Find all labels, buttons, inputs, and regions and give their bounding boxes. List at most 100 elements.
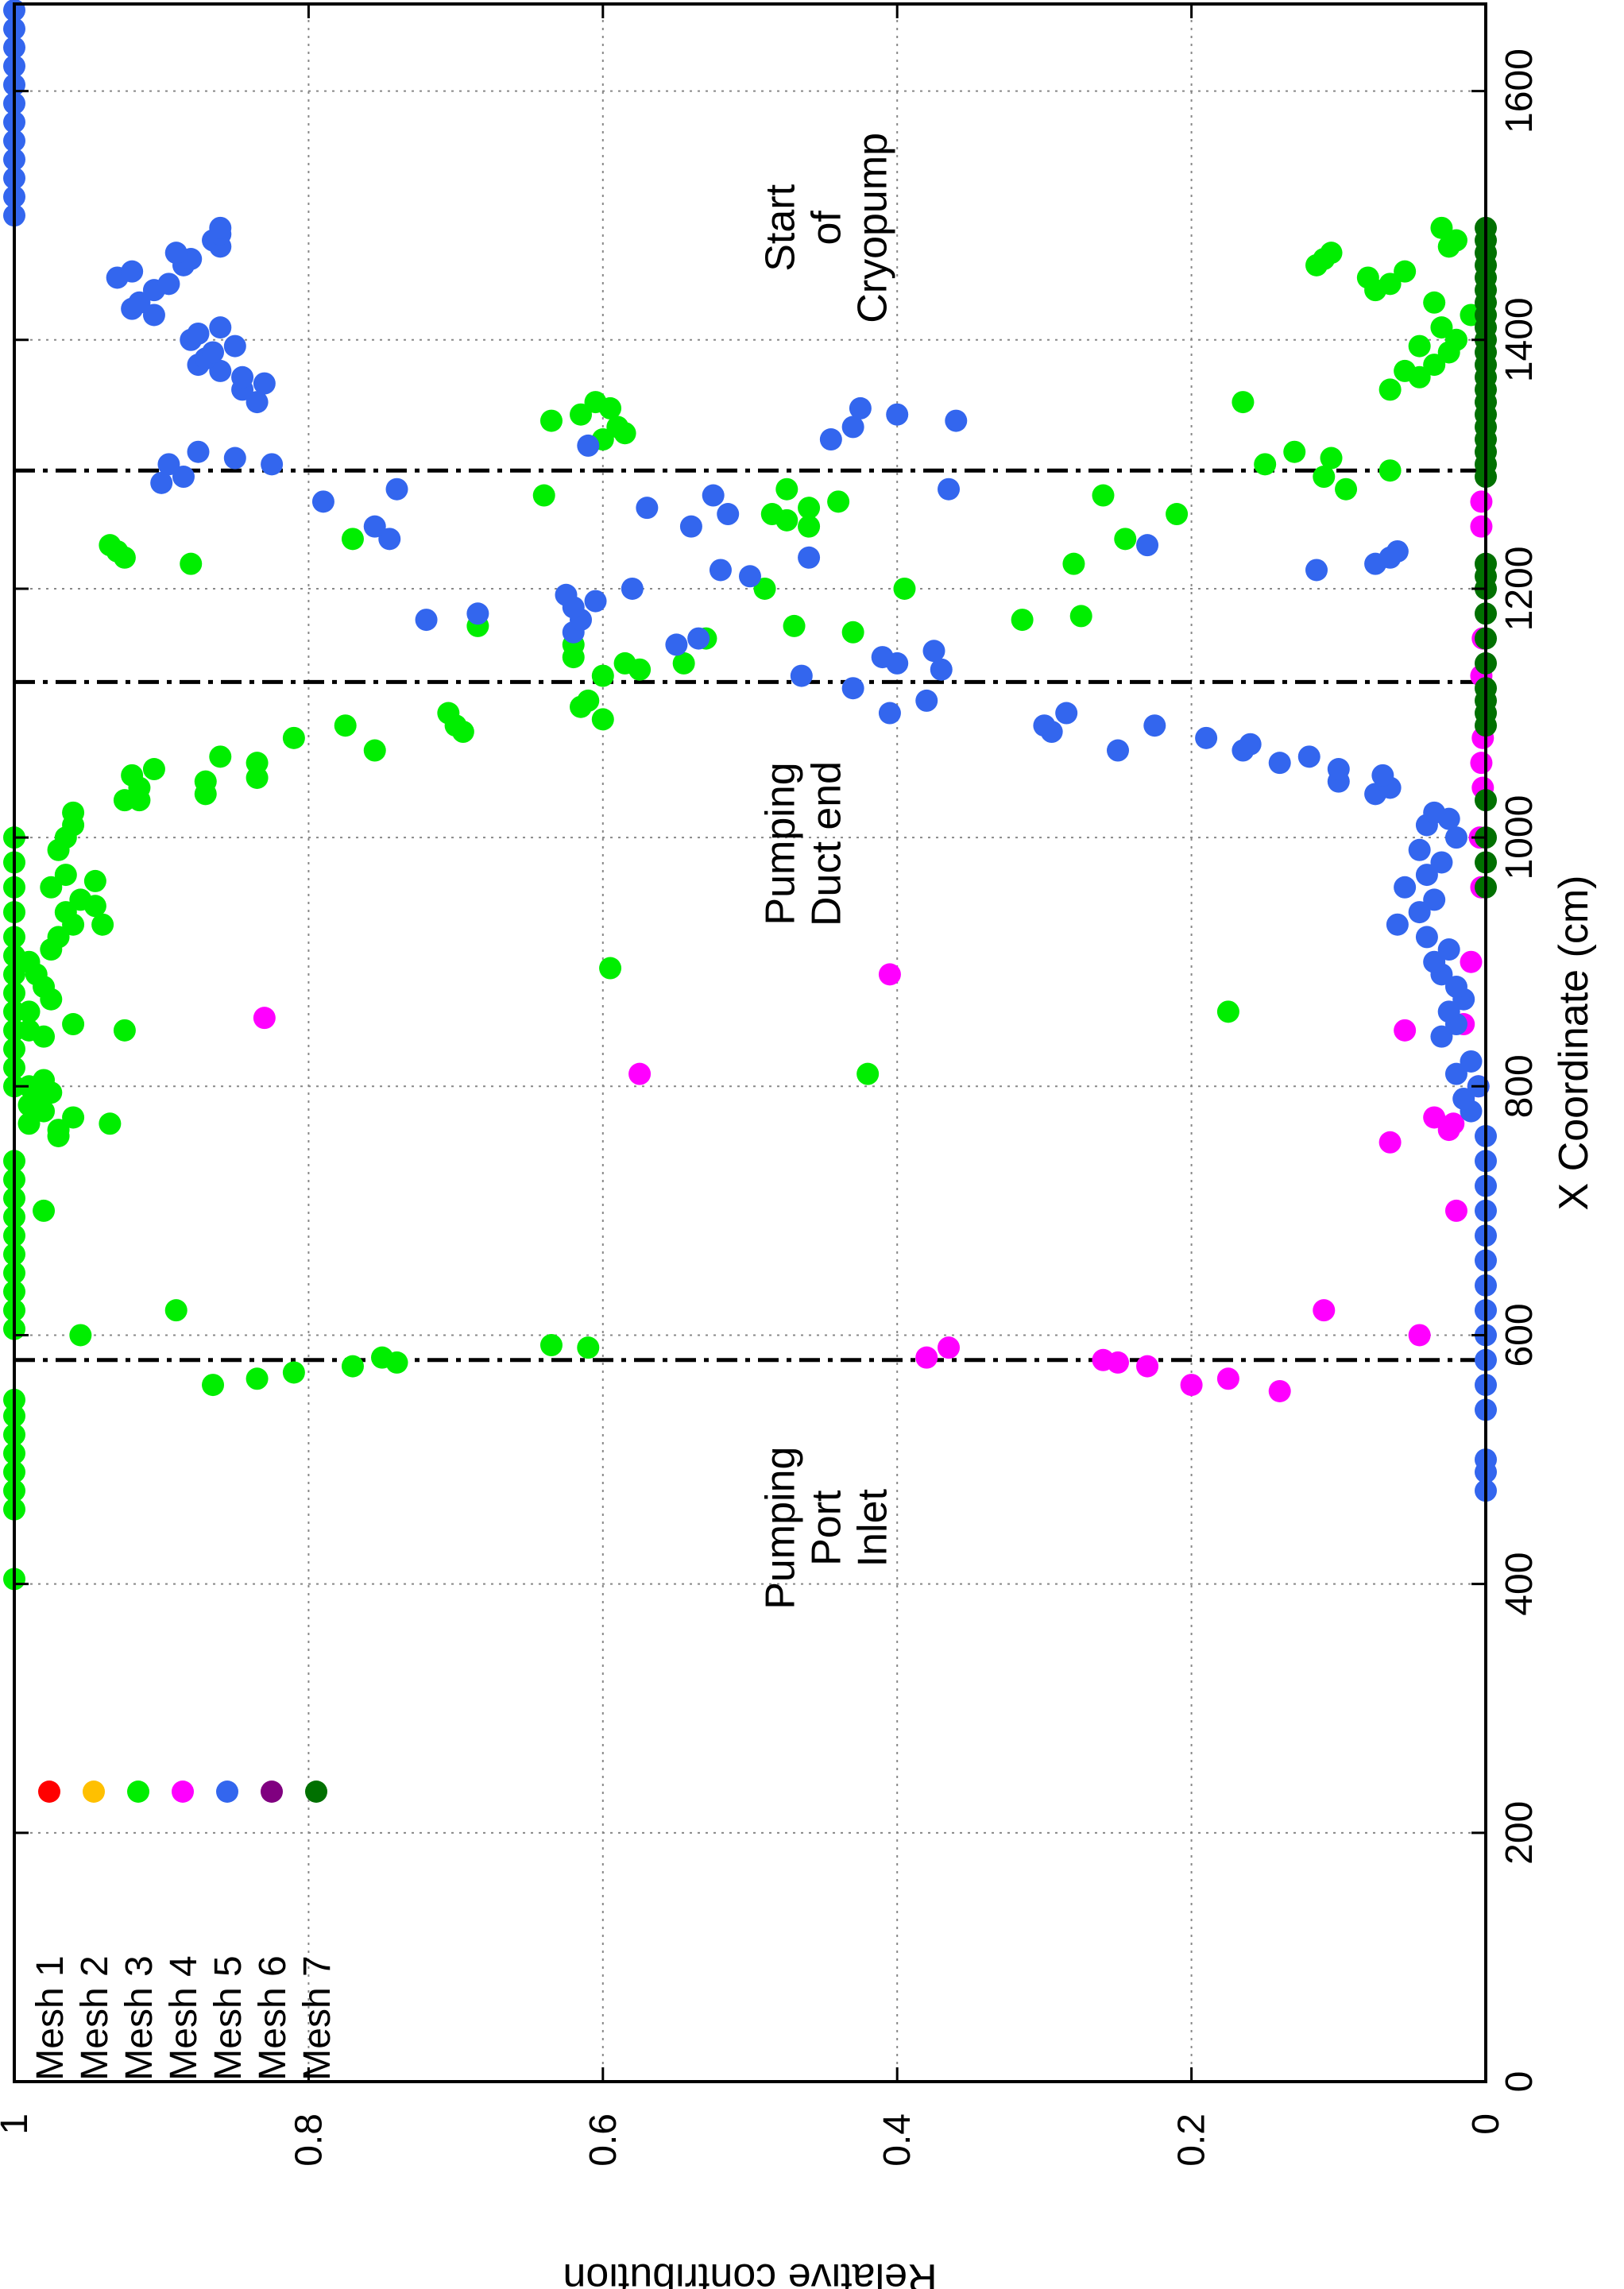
mesh-3-point	[570, 403, 593, 426]
mesh-5-point	[1437, 1000, 1460, 1023]
mesh-5-point	[385, 478, 408, 501]
mesh-5-point	[621, 577, 644, 600]
mesh-3-point	[1114, 528, 1137, 551]
mesh-3-point	[1430, 216, 1453, 239]
mesh-4-point	[1394, 1019, 1417, 1042]
mesh-5-point	[584, 590, 607, 613]
mesh-5-point	[1460, 1050, 1483, 1073]
annotation-line: of	[804, 211, 850, 246]
tick-label-y: 0	[1465, 2113, 1507, 2135]
mesh-4-point	[1268, 1379, 1291, 1402]
mesh-5-point	[164, 242, 188, 265]
legend-label-mesh-2: Mesh 2	[74, 1955, 116, 2080]
y-axis-label: Relative contribution	[563, 2255, 937, 2289]
mesh-3-point	[246, 1367, 269, 1390]
mesh-5-point	[121, 260, 144, 283]
mesh-5-point	[187, 322, 210, 345]
mesh-5-point	[142, 304, 165, 327]
legend-label-mesh-3: Mesh 3	[118, 1955, 160, 2080]
tick-label-x: 1200	[1498, 547, 1541, 632]
mesh-3-point	[1394, 260, 1417, 283]
mesh-5-point	[1239, 733, 1262, 756]
mesh-5-point	[157, 273, 180, 296]
mesh-4-point	[1470, 515, 1493, 538]
tick-label-x: 1600	[1498, 48, 1541, 133]
mesh-3-point	[1423, 291, 1446, 314]
mesh-5-point	[253, 372, 276, 395]
mesh-4-point	[1180, 1374, 1203, 1397]
mesh-3-point	[539, 1334, 563, 1357]
mesh-3-point	[121, 764, 144, 787]
mesh-3-point	[47, 926, 70, 949]
mesh-5-point	[577, 434, 600, 457]
mesh-5-point	[1423, 950, 1446, 973]
mesh-3-point	[47, 1119, 70, 1142]
mesh-4-point	[1470, 490, 1493, 513]
mesh-3-point	[180, 552, 203, 575]
annotation-line: Pumping	[758, 762, 804, 925]
mesh-3-point	[841, 621, 864, 644]
annotation-3: Start of Cryopump	[758, 133, 896, 323]
annotation-line: Inlet	[850, 1488, 896, 1567]
mesh-3-point	[1378, 459, 1402, 482]
mesh-3-point	[1313, 466, 1336, 489]
mesh-3-point	[69, 1324, 92, 1347]
mesh-3-point	[893, 577, 916, 600]
mesh-4-point	[1444, 1199, 1467, 1222]
mesh-5-point	[1033, 714, 1056, 737]
axis-ticks	[13, 4, 1487, 2083]
mesh-5-point	[636, 497, 659, 520]
mesh-3-point	[341, 528, 364, 551]
legend-marker-mesh-4	[172, 1781, 194, 1803]
mesh-3-point	[783, 614, 806, 637]
mesh-5-point	[790, 664, 813, 687]
annotation-1: Pumping Port Inlet	[758, 1447, 896, 1610]
mesh-3-point	[371, 1346, 393, 1369]
tick-label-y: 0.4	[876, 2113, 918, 2167]
mesh-3-point	[827, 490, 850, 513]
mesh-5-point	[223, 447, 246, 470]
mesh-5-point	[709, 559, 732, 582]
mesh-5-point	[246, 391, 269, 414]
legend-marker-mesh-6	[261, 1781, 283, 1803]
legend-label-mesh-4: Mesh 4	[163, 1955, 205, 2080]
mesh-4-point	[1460, 950, 1483, 973]
mesh-5-point	[1415, 926, 1438, 949]
mesh-3-point	[856, 1062, 880, 1085]
mesh-5-point	[1423, 888, 1446, 911]
mesh-5-point	[209, 316, 232, 339]
mesh-3-point	[1444, 229, 1467, 252]
annotation-line: Pumping	[758, 1447, 804, 1610]
legend-marker-mesh-1	[38, 1781, 60, 1803]
mesh-5-point	[945, 409, 968, 432]
mesh-3-point	[99, 534, 122, 557]
mesh-3-point	[33, 1069, 56, 1092]
mesh-3-point	[1254, 453, 1277, 476]
mesh-5-point	[231, 365, 254, 389]
mesh-3-point	[577, 1336, 600, 1359]
mesh-3-point	[113, 1019, 136, 1042]
tick-label-y: 0.6	[582, 2113, 624, 2167]
mesh-3-point	[606, 416, 629, 439]
mesh-3-point	[194, 770, 217, 793]
mesh-3-point	[591, 664, 614, 687]
mesh-3-point	[613, 652, 636, 675]
mesh-5-point	[1444, 1062, 1467, 1085]
mesh-5-point	[1371, 764, 1394, 787]
tick-label-x: 0	[1498, 2071, 1541, 2093]
tick-label-y: 0.8	[288, 2113, 330, 2167]
mesh-3-point	[1216, 1000, 1239, 1023]
mesh-3-point	[17, 1112, 41, 1135]
mesh-5-point	[819, 428, 842, 451]
mesh-5-point	[261, 453, 284, 476]
mesh-4-point	[1092, 1348, 1115, 1371]
mesh-5-point	[1107, 739, 1129, 762]
mesh-3-point	[341, 1355, 364, 1378]
mesh-4-point	[1442, 1112, 1465, 1135]
mesh-3-point	[591, 708, 614, 731]
data-points	[3, 0, 1497, 1591]
mesh-5-point	[1408, 901, 1431, 924]
mesh-5-point	[1386, 913, 1409, 936]
mesh-3-point	[142, 758, 165, 781]
